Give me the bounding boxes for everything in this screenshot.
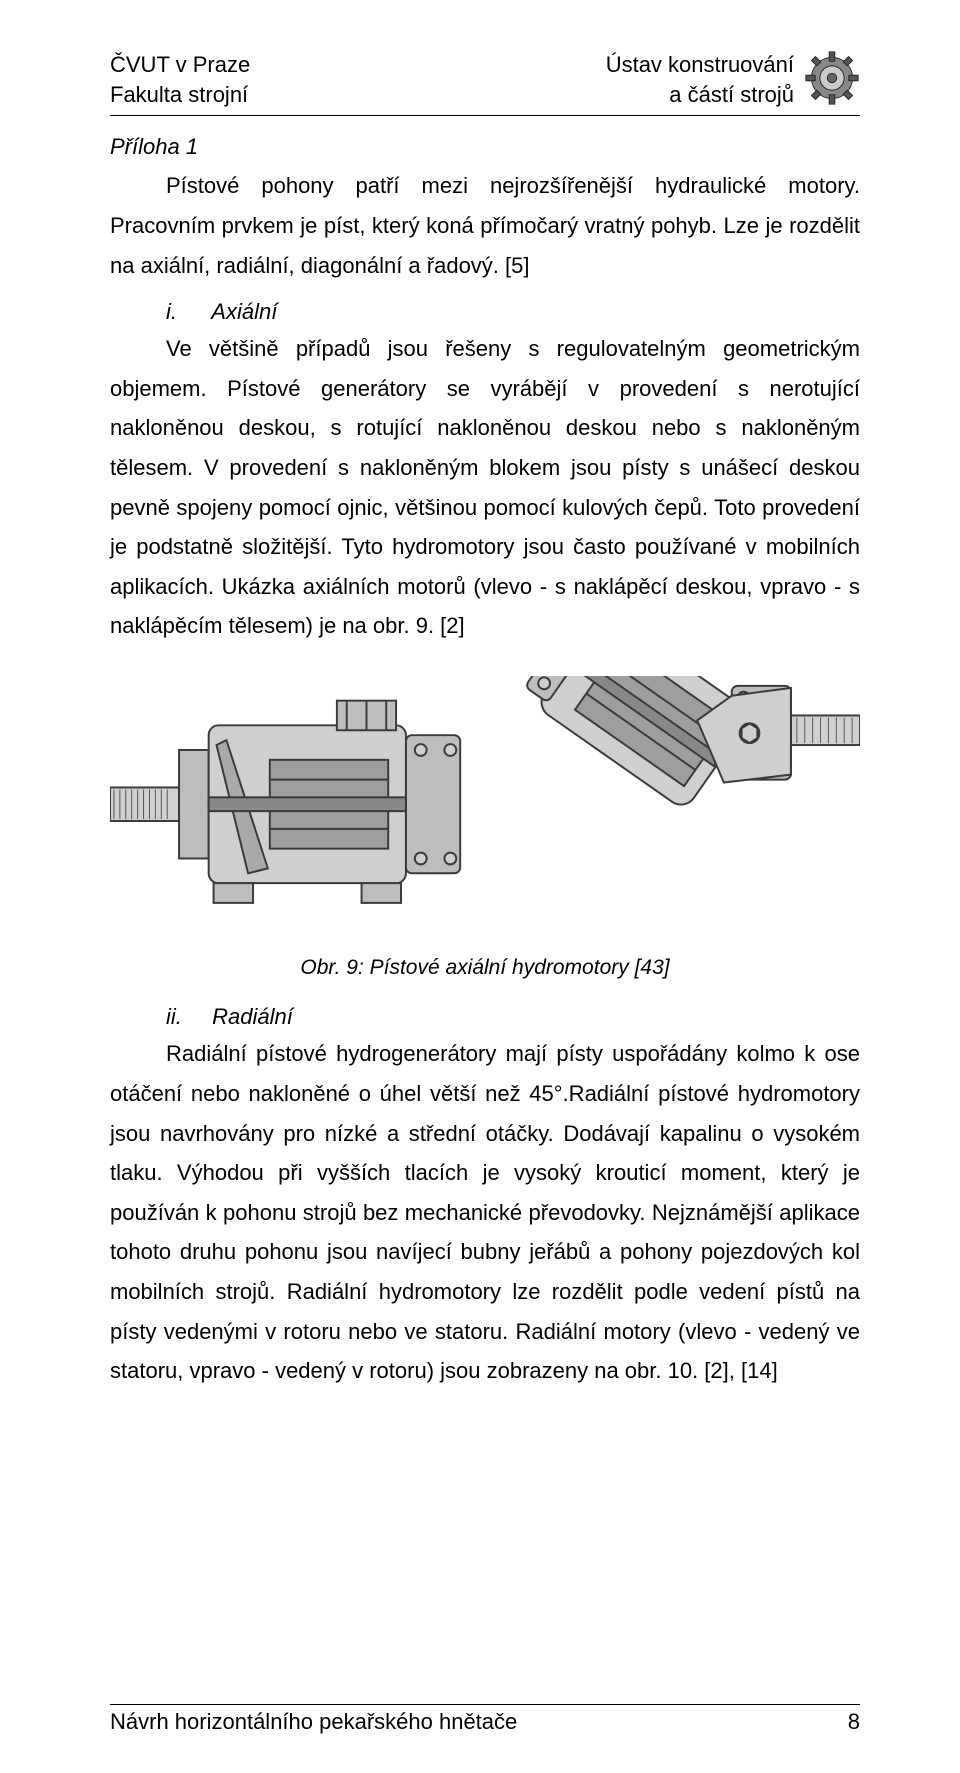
item-ii-paragraph: Radiální pístové hydrogenerátory mají pí… (110, 1034, 860, 1390)
header-department-1: Ústav konstruování (606, 50, 794, 80)
list-item-ii-roman: ii. (166, 1004, 206, 1030)
list-item-ii-text: Radiální (212, 1004, 293, 1029)
header-institution: ČVUT v Praze (110, 50, 250, 80)
item-i-paragraph: Ve většině případů jsou řešeny s regulov… (110, 329, 860, 646)
page: ČVUT v Praze Fakulta strojní Ústav konst… (0, 0, 960, 1773)
axial-motor-left-icon (110, 676, 475, 932)
footer-page-number: 8 (848, 1709, 860, 1735)
appendix-title: Příloha 1 (110, 134, 860, 160)
list-item-i-label: i. Axiální (166, 299, 860, 325)
header-right: Ústav konstruování a částí strojů (606, 50, 860, 109)
header-left: ČVUT v Praze Fakulta strojní (110, 50, 250, 109)
list-item-ii: ii. Radiální (166, 1004, 860, 1030)
figure-9 (110, 676, 860, 932)
gear-logo-icon (804, 50, 860, 106)
figure-9-caption: Obr. 9: Pístové axiální hydromotory [43] (110, 956, 860, 980)
axial-motor-right-icon (495, 676, 860, 932)
page-header: ČVUT v Praze Fakulta strojní Ústav konst… (110, 50, 860, 116)
page-footer: Návrh horizontálního pekařského hnětače … (110, 1704, 860, 1735)
intro-paragraph: Pístové pohony patří mezi nejrozšířenějš… (110, 166, 860, 285)
header-faculty: Fakulta strojní (110, 80, 250, 110)
header-right-text: Ústav konstruování a částí strojů (606, 50, 794, 109)
header-department-2: a částí strojů (606, 80, 794, 110)
list-item-i: i. Axiální (166, 299, 860, 325)
list-item-i-text: Axiální (211, 299, 277, 324)
list-item-ii-label: ii. Radiální (166, 1004, 860, 1030)
footer-title: Návrh horizontálního pekařského hnětače (110, 1709, 517, 1735)
list-item-i-roman: i. (166, 299, 206, 325)
